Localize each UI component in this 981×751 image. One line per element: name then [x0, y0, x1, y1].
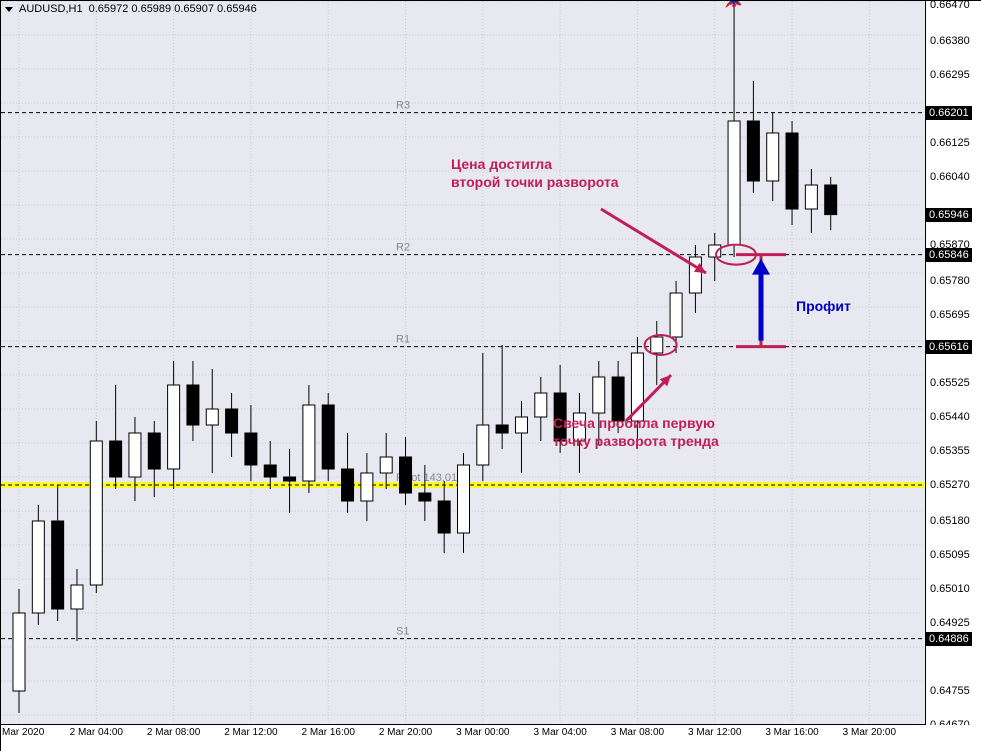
- price-box: 0.64886: [926, 632, 972, 646]
- candle[interactable]: [110, 441, 122, 477]
- candle[interactable]: [284, 477, 296, 481]
- candle[interactable]: [148, 433, 160, 469]
- y-tick-label: 0.64755: [926, 685, 970, 697]
- annotation-text: точку разворота тренда: [553, 433, 719, 449]
- candle[interactable]: [226, 409, 238, 433]
- candle[interactable]: [767, 133, 779, 181]
- x-tick-label: 3 Mar 00:00: [456, 727, 509, 738]
- y-tick-label: 0.66470: [926, 0, 970, 11]
- candle[interactable]: [419, 493, 431, 501]
- y-tick-label: 0.65525: [926, 377, 970, 389]
- price-box: 0.65946: [926, 208, 972, 222]
- candle[interactable]: [380, 457, 392, 473]
- candle[interactable]: [805, 185, 817, 209]
- candle[interactable]: [477, 425, 489, 465]
- annotation-text: Свеча пробила первую: [553, 415, 715, 431]
- candle[interactable]: [361, 473, 373, 501]
- candle[interactable]: [168, 385, 180, 469]
- price-box: 0.65846: [926, 248, 972, 262]
- candle[interactable]: [187, 385, 199, 425]
- candle[interactable]: [342, 469, 354, 501]
- candle[interactable]: [515, 417, 527, 433]
- y-axis: 0.66470 0.66380 0.66295 0.66125 0.66040 0.658…: [926, 1, 981, 725]
- candle[interactable]: [747, 121, 759, 181]
- candle[interactable]: [303, 405, 315, 481]
- x-tick-label: 3 Mar 20:00: [843, 727, 896, 738]
- x-axis: 2 Mar 2020 2 Mar 04:00 2 Mar 08:00 2 Mar 12…: [1, 725, 926, 751]
- candle[interactable]: [709, 245, 721, 257]
- y-tick-label: 0.65180: [926, 515, 970, 527]
- y-tick-label: 0.65780: [926, 275, 970, 287]
- pivot-label: R2: [396, 242, 410, 254]
- candle[interactable]: [400, 457, 412, 493]
- chart-title-bar[interactable]: AUDUSD,H1 0.65972 0.65989 0.65907 0.6594…: [5, 3, 257, 15]
- candle[interactable]: [458, 465, 470, 533]
- y-tick-label: 0.66380: [926, 35, 970, 47]
- candle[interactable]: [52, 521, 64, 609]
- title-symbol: AUDUSD,H1: [19, 3, 83, 15]
- candle[interactable]: [129, 433, 141, 477]
- price-box: 0.66201: [926, 106, 972, 120]
- price-box: 0.65616: [926, 340, 972, 354]
- candle[interactable]: [651, 337, 663, 353]
- x-tick-label: 3 Mar 04:00: [533, 727, 586, 738]
- candle[interactable]: [90, 441, 102, 585]
- annotation-text: второй точки разворота: [451, 174, 619, 190]
- candle[interactable]: [535, 393, 547, 417]
- candle[interactable]: [825, 185, 837, 215]
- y-tick-label: 0.66040: [926, 171, 970, 183]
- candle[interactable]: [206, 409, 218, 425]
- x-tick-label: 2 Mar 2020: [0, 727, 44, 738]
- title-ohlc: 0.65972 0.65989 0.65907 0.65946: [89, 3, 257, 15]
- x-tick-label: 2 Mar 04:00: [70, 727, 123, 738]
- candle[interactable]: [13, 613, 25, 691]
- pivot-label: R3: [396, 100, 410, 112]
- x-tick-label: 3 Mar 08:00: [611, 727, 664, 738]
- candle[interactable]: [245, 433, 257, 465]
- annotation-text: Профит: [796, 298, 851, 314]
- x-tick-label: 3 Mar 12:00: [688, 727, 741, 738]
- y-tick-label: 0.65010: [926, 583, 970, 595]
- y-tick-label: 0.64925: [926, 617, 970, 629]
- y-tick-label: 0.65695: [926, 309, 970, 321]
- y-tick-label: 0.65270: [926, 479, 970, 491]
- dropdown-icon[interactable]: [5, 7, 13, 12]
- candle[interactable]: [786, 133, 798, 209]
- candle[interactable]: [496, 425, 508, 433]
- annotation-text: Цена достигла: [451, 156, 552, 172]
- y-tick-label: 0.66125: [926, 137, 970, 149]
- x-tick-label: 2 Mar 08:00: [147, 727, 200, 738]
- candle[interactable]: [264, 465, 276, 477]
- candle[interactable]: [71, 585, 83, 609]
- candle[interactable]: [322, 405, 334, 469]
- candle[interactable]: [728, 121, 740, 245]
- y-tick-label: 0.65355: [926, 445, 970, 457]
- y-tick-label: 0.65440: [926, 411, 970, 423]
- pivot-label: S1: [396, 626, 409, 638]
- pivot-label: R1: [396, 334, 410, 346]
- x-tick-label: 2 Mar 12:00: [224, 727, 277, 738]
- candle[interactable]: [438, 501, 450, 533]
- candle[interactable]: [32, 521, 44, 613]
- plot-svg[interactable]: R3R2R1Pivot 143.0167S1Цена достиглавторо…: [1, 1, 926, 725]
- y-tick-label: 0.66295: [926, 69, 970, 81]
- x-tick-label: 2 Mar 16:00: [302, 727, 355, 738]
- candle[interactable]: [670, 293, 682, 337]
- chart-container: R3R2R1Pivot 143.0167S1Цена достиглавторо…: [0, 0, 981, 751]
- y-tick-label: 0.65095: [926, 549, 970, 561]
- x-tick-label: 3 Mar 16:00: [765, 727, 818, 738]
- x-tick-label: 2 Mar 20:00: [379, 727, 432, 738]
- candle[interactable]: [593, 377, 605, 413]
- axis-corner: [926, 725, 981, 751]
